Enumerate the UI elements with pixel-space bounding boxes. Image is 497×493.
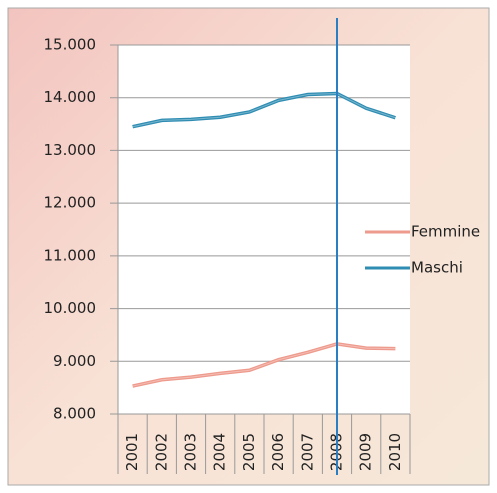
x-tick-label: 2006 <box>269 433 287 471</box>
y-tick-label: 10.000 <box>44 299 97 317</box>
y-tick-label: 12.000 <box>44 194 97 212</box>
y-tick-label: 14.000 <box>44 88 97 106</box>
y-tick-label: 15.000 <box>44 36 97 54</box>
x-tick-label: 2002 <box>152 433 170 471</box>
y-tick-label: 9.000 <box>53 352 96 370</box>
legend-label: Maschi <box>411 259 463 277</box>
x-tick-label: 2004 <box>211 433 229 471</box>
series-line <box>132 342 396 388</box>
x-tick-label: 2007 <box>298 433 316 471</box>
x-tick-label: 2005 <box>240 433 258 471</box>
plot-area <box>118 45 410 414</box>
x-tick-label: 2003 <box>182 433 200 471</box>
y-tick-label: 8.000 <box>53 405 96 423</box>
legend-label: Femmine <box>411 223 480 241</box>
x-tick-label: 2001 <box>123 433 141 471</box>
y-tick-label: 11.000 <box>44 246 97 264</box>
x-tick-label: 2010 <box>386 433 404 471</box>
series-line-highlight <box>132 92 396 128</box>
series-line-highlight <box>132 343 396 387</box>
x-tick-label: 2009 <box>357 433 375 471</box>
series-line <box>132 91 396 129</box>
y-tick-label: 13.000 <box>44 141 97 159</box>
